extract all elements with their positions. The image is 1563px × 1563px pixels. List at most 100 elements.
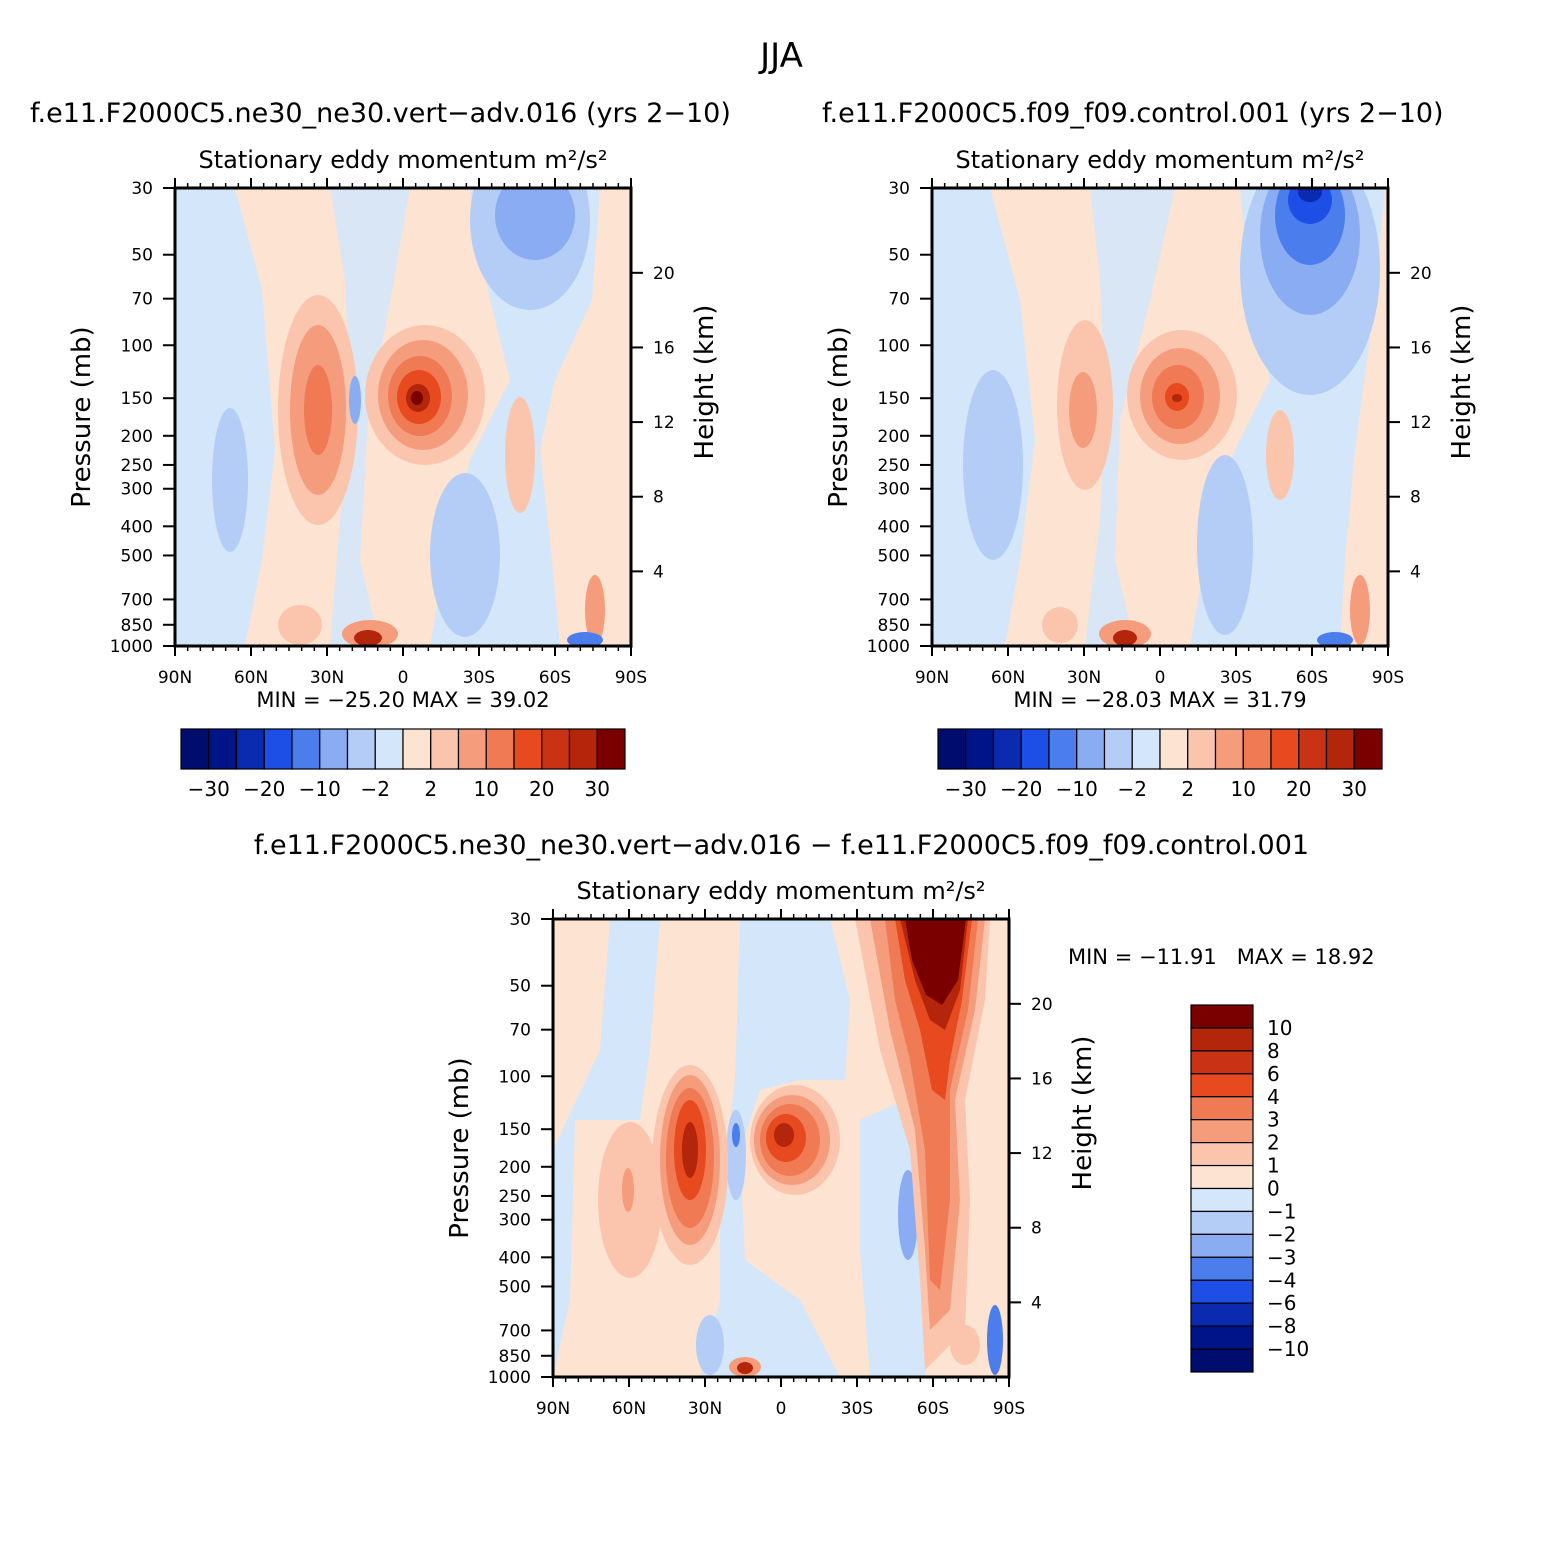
- colorbar-box: [1187, 728, 1217, 770]
- colorbar-label: 30: [585, 777, 610, 801]
- colorbar-label: 1: [1267, 1154, 1280, 1178]
- p1-xtick-label: 60S: [539, 668, 571, 688]
- p3-xtick-label: 90S: [993, 1399, 1025, 1419]
- p2-xtick-label: 60S: [1296, 668, 1328, 688]
- p1-htick-label: 16: [653, 338, 675, 358]
- colorbar-box: [1325, 728, 1355, 770]
- p3-axes: 90N 60N 30N 0 30S 60S 90S 30 50 70 100 150 200 250 300…: [445, 877, 1098, 1419]
- colorbar-label: −20: [243, 777, 285, 801]
- colorbar-box: [457, 728, 487, 770]
- p1-ptick-label: 100: [121, 336, 153, 356]
- p3-ptick-label: 100: [499, 1067, 531, 1087]
- p3-ptick-label: 850: [499, 1347, 531, 1367]
- colorbar-label: −6: [1267, 1291, 1296, 1315]
- p3-neg-band-2: [700, 919, 850, 1377]
- p1-ptick-label: 300: [121, 480, 153, 500]
- colorbar-label: −2: [1267, 1222, 1296, 1246]
- panel3-field: [553, 919, 1009, 1377]
- colorbar-box: [346, 728, 376, 770]
- p1-htick-label: 4: [653, 562, 664, 582]
- colorbar-box: [596, 728, 626, 770]
- colorbar-label: 10: [1231, 777, 1256, 801]
- colorbar-box: [263, 728, 293, 770]
- p2-xtick-label: 0: [1155, 668, 1166, 688]
- colorbar-box: [235, 728, 265, 770]
- p3-ptick-label: 150: [499, 1120, 531, 1140]
- colorbar-label: 10: [1267, 1016, 1292, 1040]
- p1-ptick-label: 150: [121, 389, 153, 409]
- colorbar-box: [568, 728, 598, 770]
- p2-xtick-label: 90N: [915, 668, 949, 688]
- p1-ptick-label: 700: [121, 590, 153, 610]
- p3-xtick-label: 30N: [688, 1399, 722, 1419]
- colorbar-box: [1190, 1050, 1254, 1075]
- p3-xtick-label: 30S: [841, 1399, 873, 1419]
- colorbar-label: 2: [424, 777, 437, 801]
- p1-neg-patch-b: [430, 473, 500, 637]
- colorbar-box: [1270, 728, 1300, 770]
- p1-neg-thin: [349, 376, 361, 424]
- p2-ptick-label: 100: [878, 336, 910, 356]
- colorbar-label: −10: [1267, 1337, 1309, 1361]
- p1-htick-label: 20: [653, 264, 675, 284]
- p2-ptick-label: 850: [878, 616, 910, 636]
- p1-neg-band-mid: [330, 188, 410, 646]
- p2-pos-30s: [1266, 410, 1294, 500]
- p2-pos-eq-5: [1172, 394, 1182, 402]
- colorbar-box: [1190, 1187, 1254, 1213]
- p3-neg-ant: [987, 1305, 1003, 1375]
- axes-layer: 90N 60N 30N 0 30S 60S 90S305070100150200250300…: [67, 146, 1477, 1419]
- p1-htick-label: 8: [653, 488, 664, 508]
- colorbar-label: −10: [299, 777, 341, 801]
- p1-colorbar: −30 −20 −10 −2 2 10 20 30: [180, 728, 626, 801]
- p2-ptick-label: 400: [878, 517, 910, 537]
- p1-left-axis-title: Pressure (mb): [67, 326, 97, 507]
- p2-left-axis-title: Pressure (mb): [824, 326, 854, 507]
- p1-axes: 90N 60N 30N 0 30S 60S 90S 30 50 70 100 150 200 250 300…: [67, 146, 720, 712]
- colorbar-box: [513, 728, 543, 770]
- panel3-min: MIN = −11.91: [1068, 945, 1217, 969]
- colorbar-label: −3: [1267, 1245, 1296, 1269]
- colorbar-box: [1159, 728, 1189, 770]
- colorbar-label: 3: [1267, 1108, 1280, 1132]
- p2-colorbar: −30 −20 −10 −2 2 10 20 30: [937, 728, 1383, 801]
- p2-neg-strat-4: [1288, 188, 1332, 224]
- colorbar-label: −8: [1267, 1314, 1296, 1338]
- p3-htick-label: 16: [1031, 1069, 1053, 1089]
- p1-minmax: MIN = −25.20 MAX = 39.02: [256, 688, 549, 712]
- colorbar-box: [1298, 728, 1328, 770]
- p1-ptick-label: 400: [121, 517, 153, 537]
- colorbar-box: [1103, 728, 1133, 770]
- colorbar-box: [1190, 1004, 1254, 1029]
- colorbar-box: [1242, 728, 1272, 770]
- p1-ptick-label: 500: [121, 546, 153, 566]
- colorbar-label: 4: [1267, 1085, 1280, 1109]
- colorbar-box: [1190, 1348, 1254, 1373]
- colorbar-label: −4: [1267, 1268, 1296, 1292]
- colorbar-box: [1190, 1027, 1254, 1052]
- p2-htick-label: 20: [1410, 264, 1432, 284]
- p3-ptick-label: 50: [509, 977, 531, 997]
- p2-xtick-label: 30N: [1067, 668, 1101, 688]
- colorbar-box: [291, 728, 321, 770]
- colorbar-label: 2: [1267, 1131, 1280, 1155]
- p3-xtick-label: 0: [776, 1399, 787, 1419]
- p1-ptick-label: 30: [131, 179, 153, 199]
- colorbar-label: 20: [529, 777, 554, 801]
- p1-pos-sfc-3: [278, 605, 322, 645]
- colorbar-label: −2: [361, 777, 390, 801]
- colorbar-box: [1190, 1164, 1254, 1190]
- p3-plot-title: Stationary eddy momentum m²/s²: [576, 877, 985, 905]
- p1-ptick-label: 50: [131, 246, 153, 266]
- p1-pos-eq-6: [411, 391, 423, 405]
- p3-right-axis-title: Height (km): [1068, 1036, 1098, 1191]
- p2-xtick-label: 90S: [1372, 668, 1404, 688]
- p1-pos-ant: [585, 575, 605, 645]
- p3-htick-label: 12: [1031, 1144, 1053, 1164]
- colorbar-box: [180, 728, 210, 770]
- colorbar-box: [1190, 1073, 1254, 1098]
- p2-ptick-label: 150: [878, 389, 910, 409]
- colorbar-label: 2: [1181, 777, 1194, 801]
- p1-xtick-label: 60N: [234, 668, 268, 688]
